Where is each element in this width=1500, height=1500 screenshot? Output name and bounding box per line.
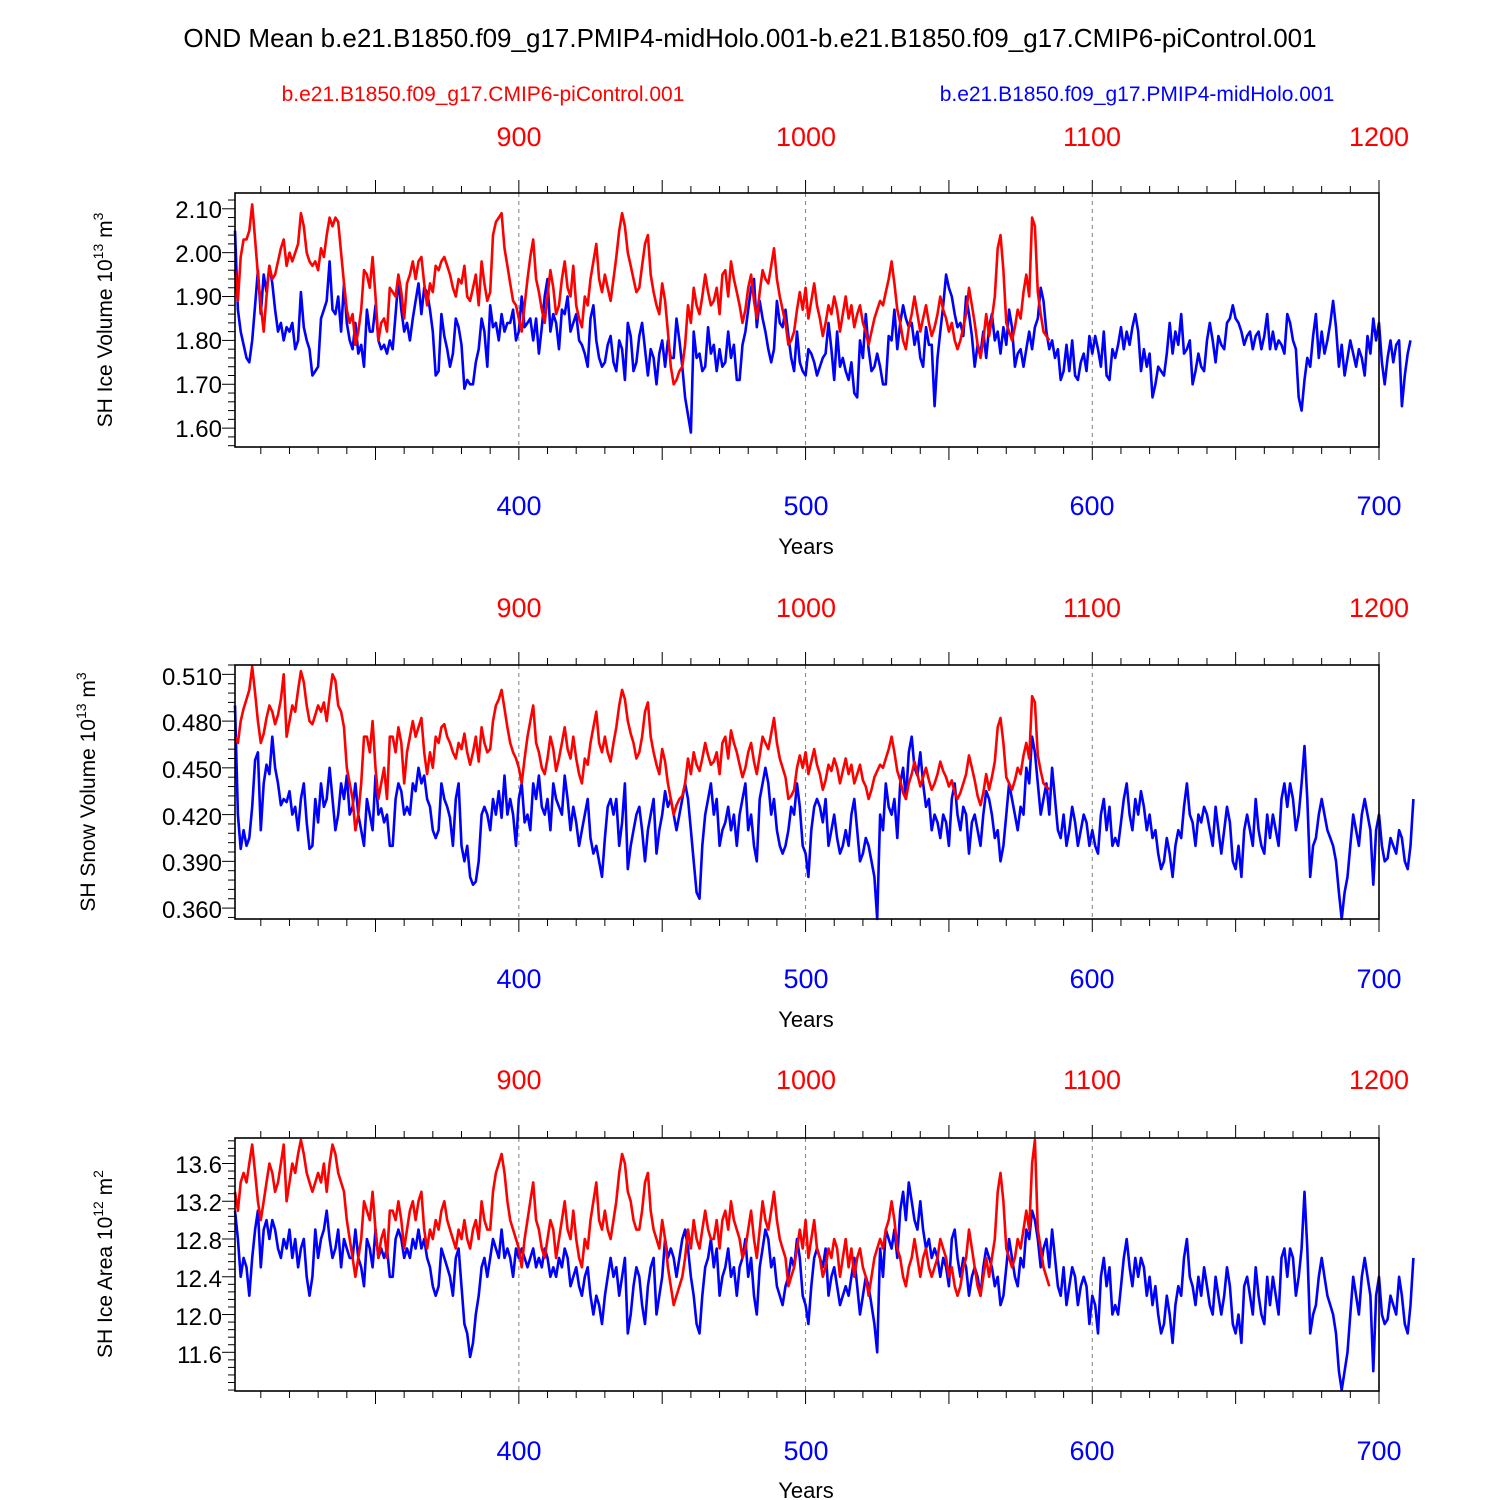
bottom-tick-label: 700: [1356, 1436, 1401, 1466]
series-line-midholo: [233, 705, 1415, 921]
y-tick-label: 1.70: [175, 372, 222, 399]
bottom-tick-label: 500: [783, 964, 828, 994]
y-tick-label: 11.6: [177, 1342, 222, 1369]
bottom-tick-label: 600: [1069, 1436, 1114, 1466]
bottom-tick-label: 700: [1356, 491, 1401, 521]
y-tick-label: 2.10: [175, 197, 222, 224]
y-tick-label: 0.480: [162, 710, 222, 737]
top-tick-label: 1200: [1349, 122, 1409, 152]
bottom-tick-label: 400: [496, 491, 541, 521]
y-tick-label: 1.80: [175, 328, 222, 355]
series-line-midholo: [233, 230, 1412, 434]
y-tick-label: 12.4: [175, 1266, 222, 1293]
x-axis-title: Years: [778, 1478, 833, 1500]
plot-area-snow-volume: [222, 652, 1415, 932]
figure-title: OND Mean b.e21.B1850.f09_g17.PMIP4-midHo…: [183, 23, 1316, 53]
panel-ice-area: 900 1000 1100 1200 13.6 13.2 12.8 12.4 1…: [90, 1065, 1415, 1500]
legend-blue-label: b.e21.B1850.f09_g17.PMIP4-midHolo.001: [940, 83, 1335, 106]
y-tick-label: 2.00: [175, 241, 222, 268]
x-axis-title: Years: [778, 534, 833, 559]
top-tick-label: 1200: [1349, 593, 1409, 623]
plot-area-ice-area: [222, 1125, 1415, 1404]
bottom-tick-label: 700: [1356, 964, 1401, 994]
bottom-tick-label: 400: [496, 1436, 541, 1466]
top-tick-label: 1000: [776, 593, 836, 623]
top-tick-label: 1000: [776, 122, 836, 152]
panel-ice-volume: 900 1000 1100 1200 2.10 2.00 1.90 1.80 1…: [90, 122, 1412, 559]
series-line-midholo: [233, 1181, 1415, 1392]
bottom-tick-label: 600: [1069, 964, 1114, 994]
plot-frame: [234, 1137, 1380, 1392]
series-line-picontrol: [233, 665, 1051, 832]
y-tick-label: 1.60: [175, 416, 222, 443]
bottom-tick-label: 400: [496, 964, 541, 994]
y-tick-label: 0.510: [162, 664, 222, 691]
plot-frame: [234, 192, 1380, 448]
plot-area-ice-volume: [222, 180, 1412, 460]
y-tick-label: 13.2: [175, 1190, 222, 1217]
x-axis-title: Years: [778, 1007, 833, 1032]
top-tick-label: 1100: [1063, 593, 1121, 623]
top-tick-label: 900: [496, 593, 541, 623]
top-tick-label: 1100: [1063, 122, 1121, 152]
y-axis-title: SH Ice Volume 1013 m3: [90, 212, 117, 427]
top-tick-label: 1000: [776, 1065, 836, 1095]
series-line-picontrol: [233, 1138, 1051, 1307]
y-tick-label: 0.390: [162, 850, 222, 877]
bottom-tick-label: 600: [1069, 491, 1114, 521]
plot-frame: [234, 664, 1380, 920]
panel-snow-volume: 900 1000 1100 1200 0.510 0.480 0.450 0.4…: [73, 593, 1415, 1032]
bottom-tick-label: 500: [783, 1436, 828, 1466]
y-tick-label: 0.360: [162, 897, 222, 924]
top-tick-label: 1200: [1349, 1065, 1409, 1095]
y-axis-title: SH Snow Volume 1013 m3: [73, 672, 100, 912]
y-tick-label: 1.90: [175, 284, 222, 311]
series-line-picontrol: [233, 203, 1051, 386]
y-tick-label: 12.8: [175, 1228, 222, 1255]
legend-red-label: b.e21.B1850.f09_g17.CMIP6-piControl.001: [282, 83, 685, 106]
top-tick-label: 900: [496, 122, 541, 152]
bottom-tick-label: 500: [783, 491, 828, 521]
y-tick-label: 13.6: [175, 1152, 222, 1179]
y-tick-label: 0.420: [162, 804, 222, 831]
top-tick-label: 900: [496, 1065, 541, 1095]
top-tick-label: 1100: [1063, 1065, 1121, 1095]
y-tick-label: 0.450: [162, 757, 222, 784]
y-tick-label: 12.0: [175, 1304, 222, 1331]
y-axis-title: SH Ice Area 1012 m2: [90, 1170, 117, 1358]
